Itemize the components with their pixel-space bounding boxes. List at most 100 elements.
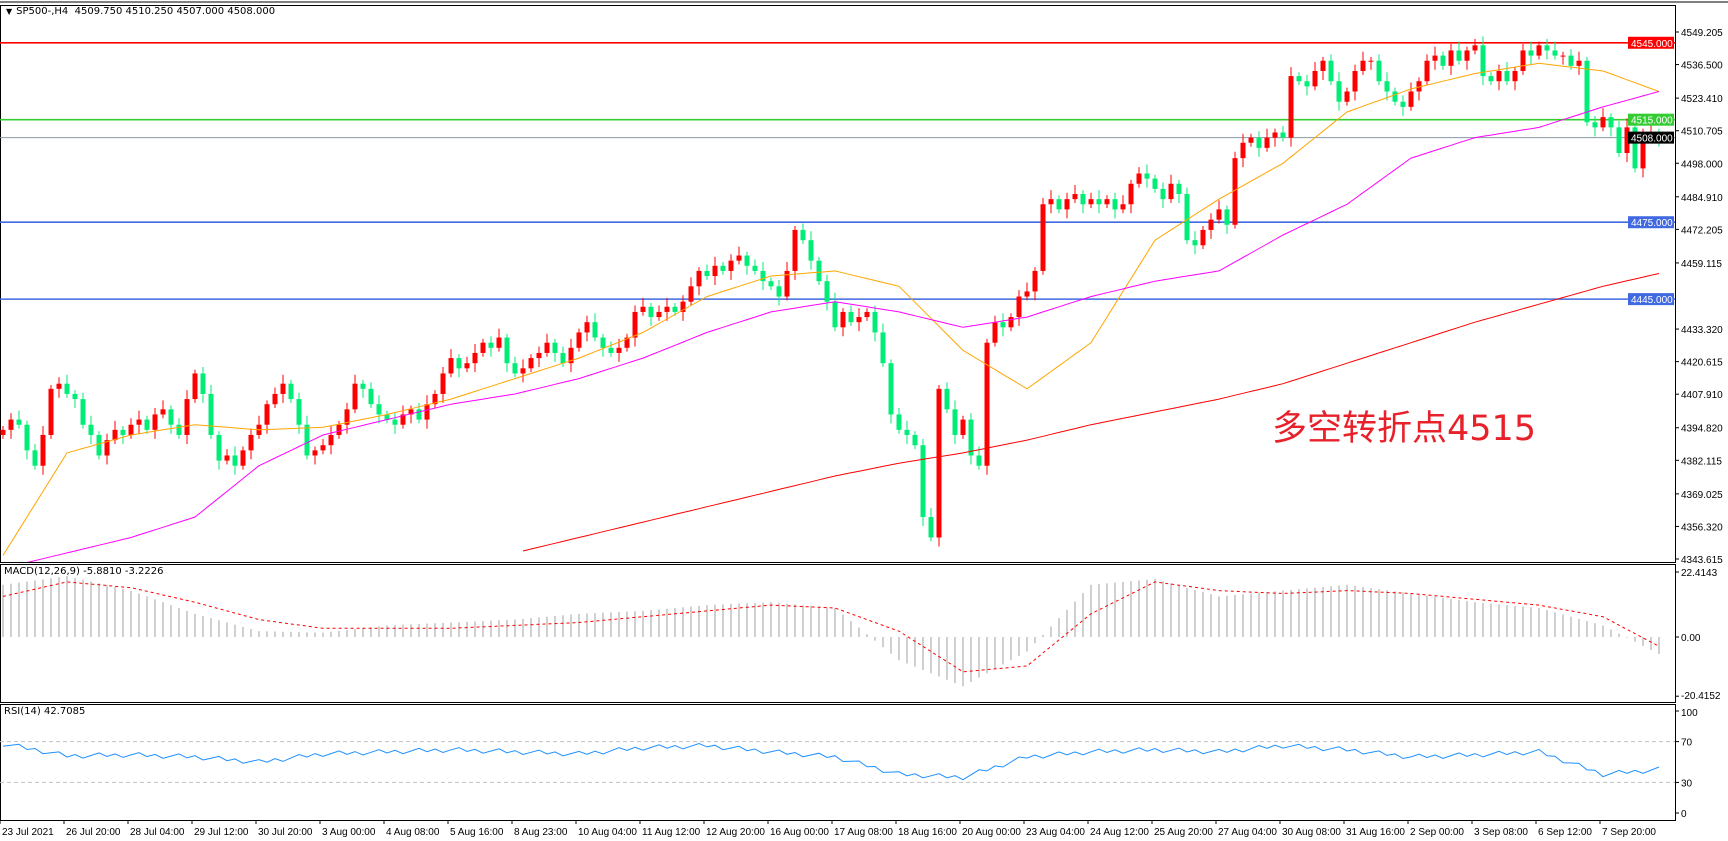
- price-pane[interactable]: [0, 36, 1675, 568]
- candle-body: [56, 383, 62, 389]
- candle-body: [1016, 296, 1022, 318]
- candle-body: [1248, 137, 1254, 143]
- candle-body: [1256, 137, 1262, 148]
- time-tick-label: 20 Aug 00:00: [962, 827, 1021, 838]
- candle-body: [1504, 70, 1510, 82]
- time-tick-label: 23 Aug 04:00: [1026, 827, 1085, 838]
- candle-body: [504, 337, 510, 364]
- candle-body: [744, 255, 750, 266]
- candle-body: [1232, 158, 1238, 225]
- price-tick-label: 4510.705: [1681, 127, 1723, 138]
- rsi-pane[interactable]: [0, 741, 1675, 783]
- time-tick-label: 25 Aug 20:00: [1154, 827, 1213, 838]
- candle-body: [1616, 127, 1622, 154]
- ma-mid-line: [26, 91, 1660, 562]
- candle-body: [1304, 81, 1310, 87]
- candle-body: [928, 516, 934, 538]
- macd-signal-line: [2, 581, 1660, 673]
- time-tick-label: 29 Jul 12:00: [194, 827, 249, 838]
- candle-body: [920, 445, 926, 517]
- candle-body: [232, 455, 238, 466]
- candle-body: [568, 347, 574, 364]
- candle-body: [376, 404, 382, 415]
- price-tick-label: 4369.025: [1681, 490, 1723, 501]
- candle-body: [1552, 50, 1558, 56]
- candle-body: [1520, 50, 1526, 71]
- price-tick-label: 4459.115: [1681, 259, 1722, 270]
- candle-body: [1088, 199, 1094, 205]
- candle-body: [144, 419, 150, 430]
- candle-body: [1072, 194, 1078, 200]
- candle-body: [720, 265, 726, 271]
- candle-body: [1536, 45, 1542, 56]
- candle-body: [184, 399, 190, 435]
- price-tick-label: 4484.910: [1681, 193, 1723, 204]
- candle-body: [1224, 209, 1230, 225]
- macd-pane[interactable]: [2, 576, 1660, 687]
- candle-body: [408, 409, 414, 415]
- candle-body: [512, 363, 518, 374]
- candle-body: [1432, 55, 1438, 61]
- time-tick-label: 10 Aug 04:00: [578, 827, 637, 838]
- candle-body: [704, 270, 710, 277]
- candle-body: [240, 450, 246, 466]
- candle-body: [104, 440, 110, 456]
- level-tag: [1628, 131, 1674, 144]
- candle-body: [1632, 127, 1638, 169]
- candle-body: [600, 337, 606, 348]
- candle-body: [752, 265, 758, 271]
- candle-body: [592, 322, 598, 338]
- candle-body: [48, 388, 54, 435]
- candle-body: [64, 383, 70, 394]
- candle-body: [1464, 50, 1470, 61]
- price-tick-label: 4394.820: [1681, 424, 1723, 435]
- level-tag-label: 4545.000: [1631, 39, 1673, 50]
- candle-body: [776, 286, 782, 297]
- price-tick-label: 4549.205: [1681, 28, 1723, 39]
- candle-body: [1344, 91, 1350, 102]
- level-tag: [1628, 293, 1674, 306]
- candle-body: [584, 322, 590, 333]
- time-tick-label: 30 Jul 20:00: [258, 827, 313, 838]
- candle-body: [1208, 219, 1214, 230]
- candle-body: [856, 317, 862, 323]
- candle-body: [936, 388, 942, 538]
- candle-body: [1200, 229, 1206, 246]
- candle-body: [672, 306, 678, 312]
- candle-body: [0, 429, 6, 435]
- price-tick-label: 4536.500: [1681, 61, 1723, 72]
- candle-body: [880, 332, 886, 364]
- rsi-line: [2, 742, 1660, 781]
- candle-body: [392, 419, 398, 425]
- candle-body: [336, 424, 342, 435]
- candle-body: [1160, 188, 1166, 200]
- time-tick-label: 17 Aug 08:00: [834, 827, 893, 838]
- candle-body: [632, 311, 638, 338]
- candle-body: [280, 383, 286, 394]
- candle-body: [824, 281, 830, 302]
- candle-body: [416, 409, 422, 420]
- price-tick-label: 4343.615: [1681, 555, 1723, 566]
- candle-body: [1216, 209, 1222, 220]
- candle-body: [1384, 81, 1390, 92]
- candle-body: [1192, 240, 1198, 246]
- candle-body: [1112, 199, 1118, 210]
- candle-body: [312, 450, 318, 456]
- time-tick-label: 28 Jul 04:00: [130, 827, 185, 838]
- candle-body: [848, 311, 854, 323]
- candle-body: [616, 347, 622, 353]
- time-tick-label: 5 Aug 16:00: [450, 827, 504, 838]
- candle-body: [160, 409, 166, 415]
- candle-body: [96, 434, 102, 456]
- time-tick-label: 26 Jul 20:00: [66, 827, 121, 838]
- candle-body: [576, 332, 582, 348]
- candle-body: [1592, 122, 1598, 128]
- candle-body: [1048, 199, 1054, 205]
- candle-body: [1472, 45, 1478, 51]
- symbol-timeframe: SP500-,H4: [16, 6, 69, 17]
- candle-body: [944, 388, 950, 410]
- candle-body: [1096, 199, 1102, 205]
- triangle-down-icon[interactable]: ▼: [6, 7, 13, 16]
- candle-body: [1600, 117, 1606, 128]
